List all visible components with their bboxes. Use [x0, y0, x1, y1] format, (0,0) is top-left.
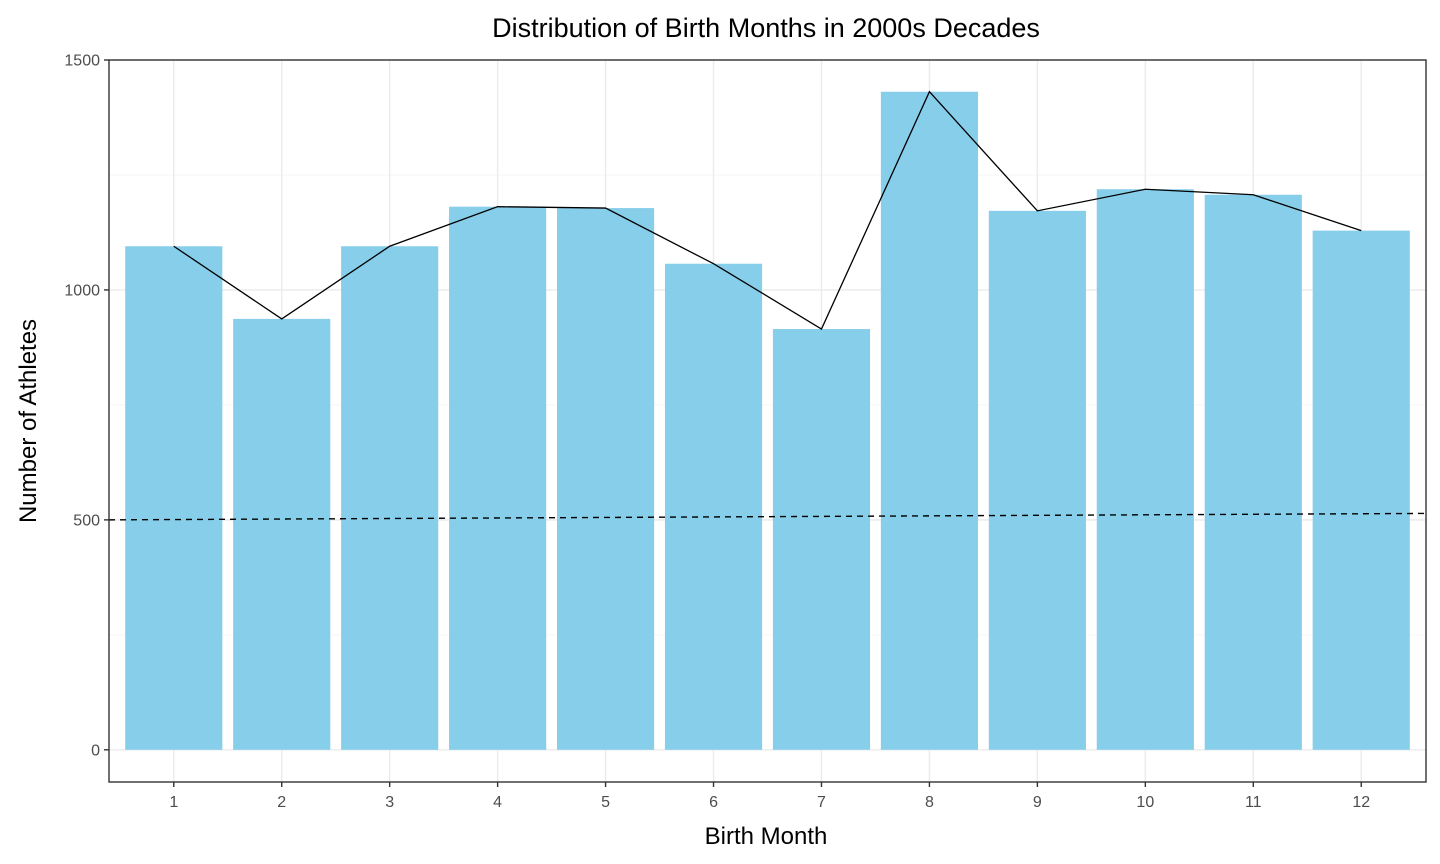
x-tick-label: 1 [169, 794, 178, 811]
chart-title: Distribution of Birth Months in 2000s De… [492, 13, 1040, 43]
lines [108, 90, 1427, 521]
x-tick-label: 9 [1033, 794, 1042, 811]
x-tick-label: 6 [709, 794, 718, 811]
bar [1312, 230, 1410, 750]
x-tick-label: 3 [385, 794, 394, 811]
panel-border [108, 59, 1427, 783]
bar [988, 210, 1086, 750]
x-tick-label: 4 [493, 794, 502, 811]
y-tick-label: 1500 [64, 53, 100, 70]
x-tick-label: 10 [1136, 794, 1154, 811]
bar [664, 263, 763, 750]
y-axis-title: Number of Athletes [15, 319, 42, 523]
bar [341, 246, 439, 750]
y-tick-label: 1000 [64, 282, 100, 299]
x-tick-label: 5 [601, 794, 610, 811]
bar [772, 329, 871, 750]
x-tick-label: 12 [1352, 794, 1370, 811]
x-axis-title: Birth Month [705, 823, 828, 850]
x-tick-label: 7 [817, 794, 826, 811]
x-axis: 1 2 3 4 5 6 7 8 9 10 11 12 [169, 782, 1370, 811]
trend-line [173, 90, 1362, 330]
bar [233, 318, 331, 750]
x-tick-label: 2 [277, 794, 286, 811]
bar [449, 206, 547, 750]
y-tick-label: 500 [73, 512, 100, 529]
y-axis: 0 500 1000 1500 [64, 53, 109, 759]
bar [880, 91, 979, 750]
x-tick-label: 11 [1245, 794, 1262, 811]
y-tick-label: 0 [91, 742, 100, 759]
bar [556, 208, 655, 750]
bar [125, 246, 223, 750]
bar [1096, 189, 1194, 750]
bars [125, 91, 1410, 750]
bar [1204, 194, 1302, 750]
x-tick-label: 8 [925, 794, 934, 811]
